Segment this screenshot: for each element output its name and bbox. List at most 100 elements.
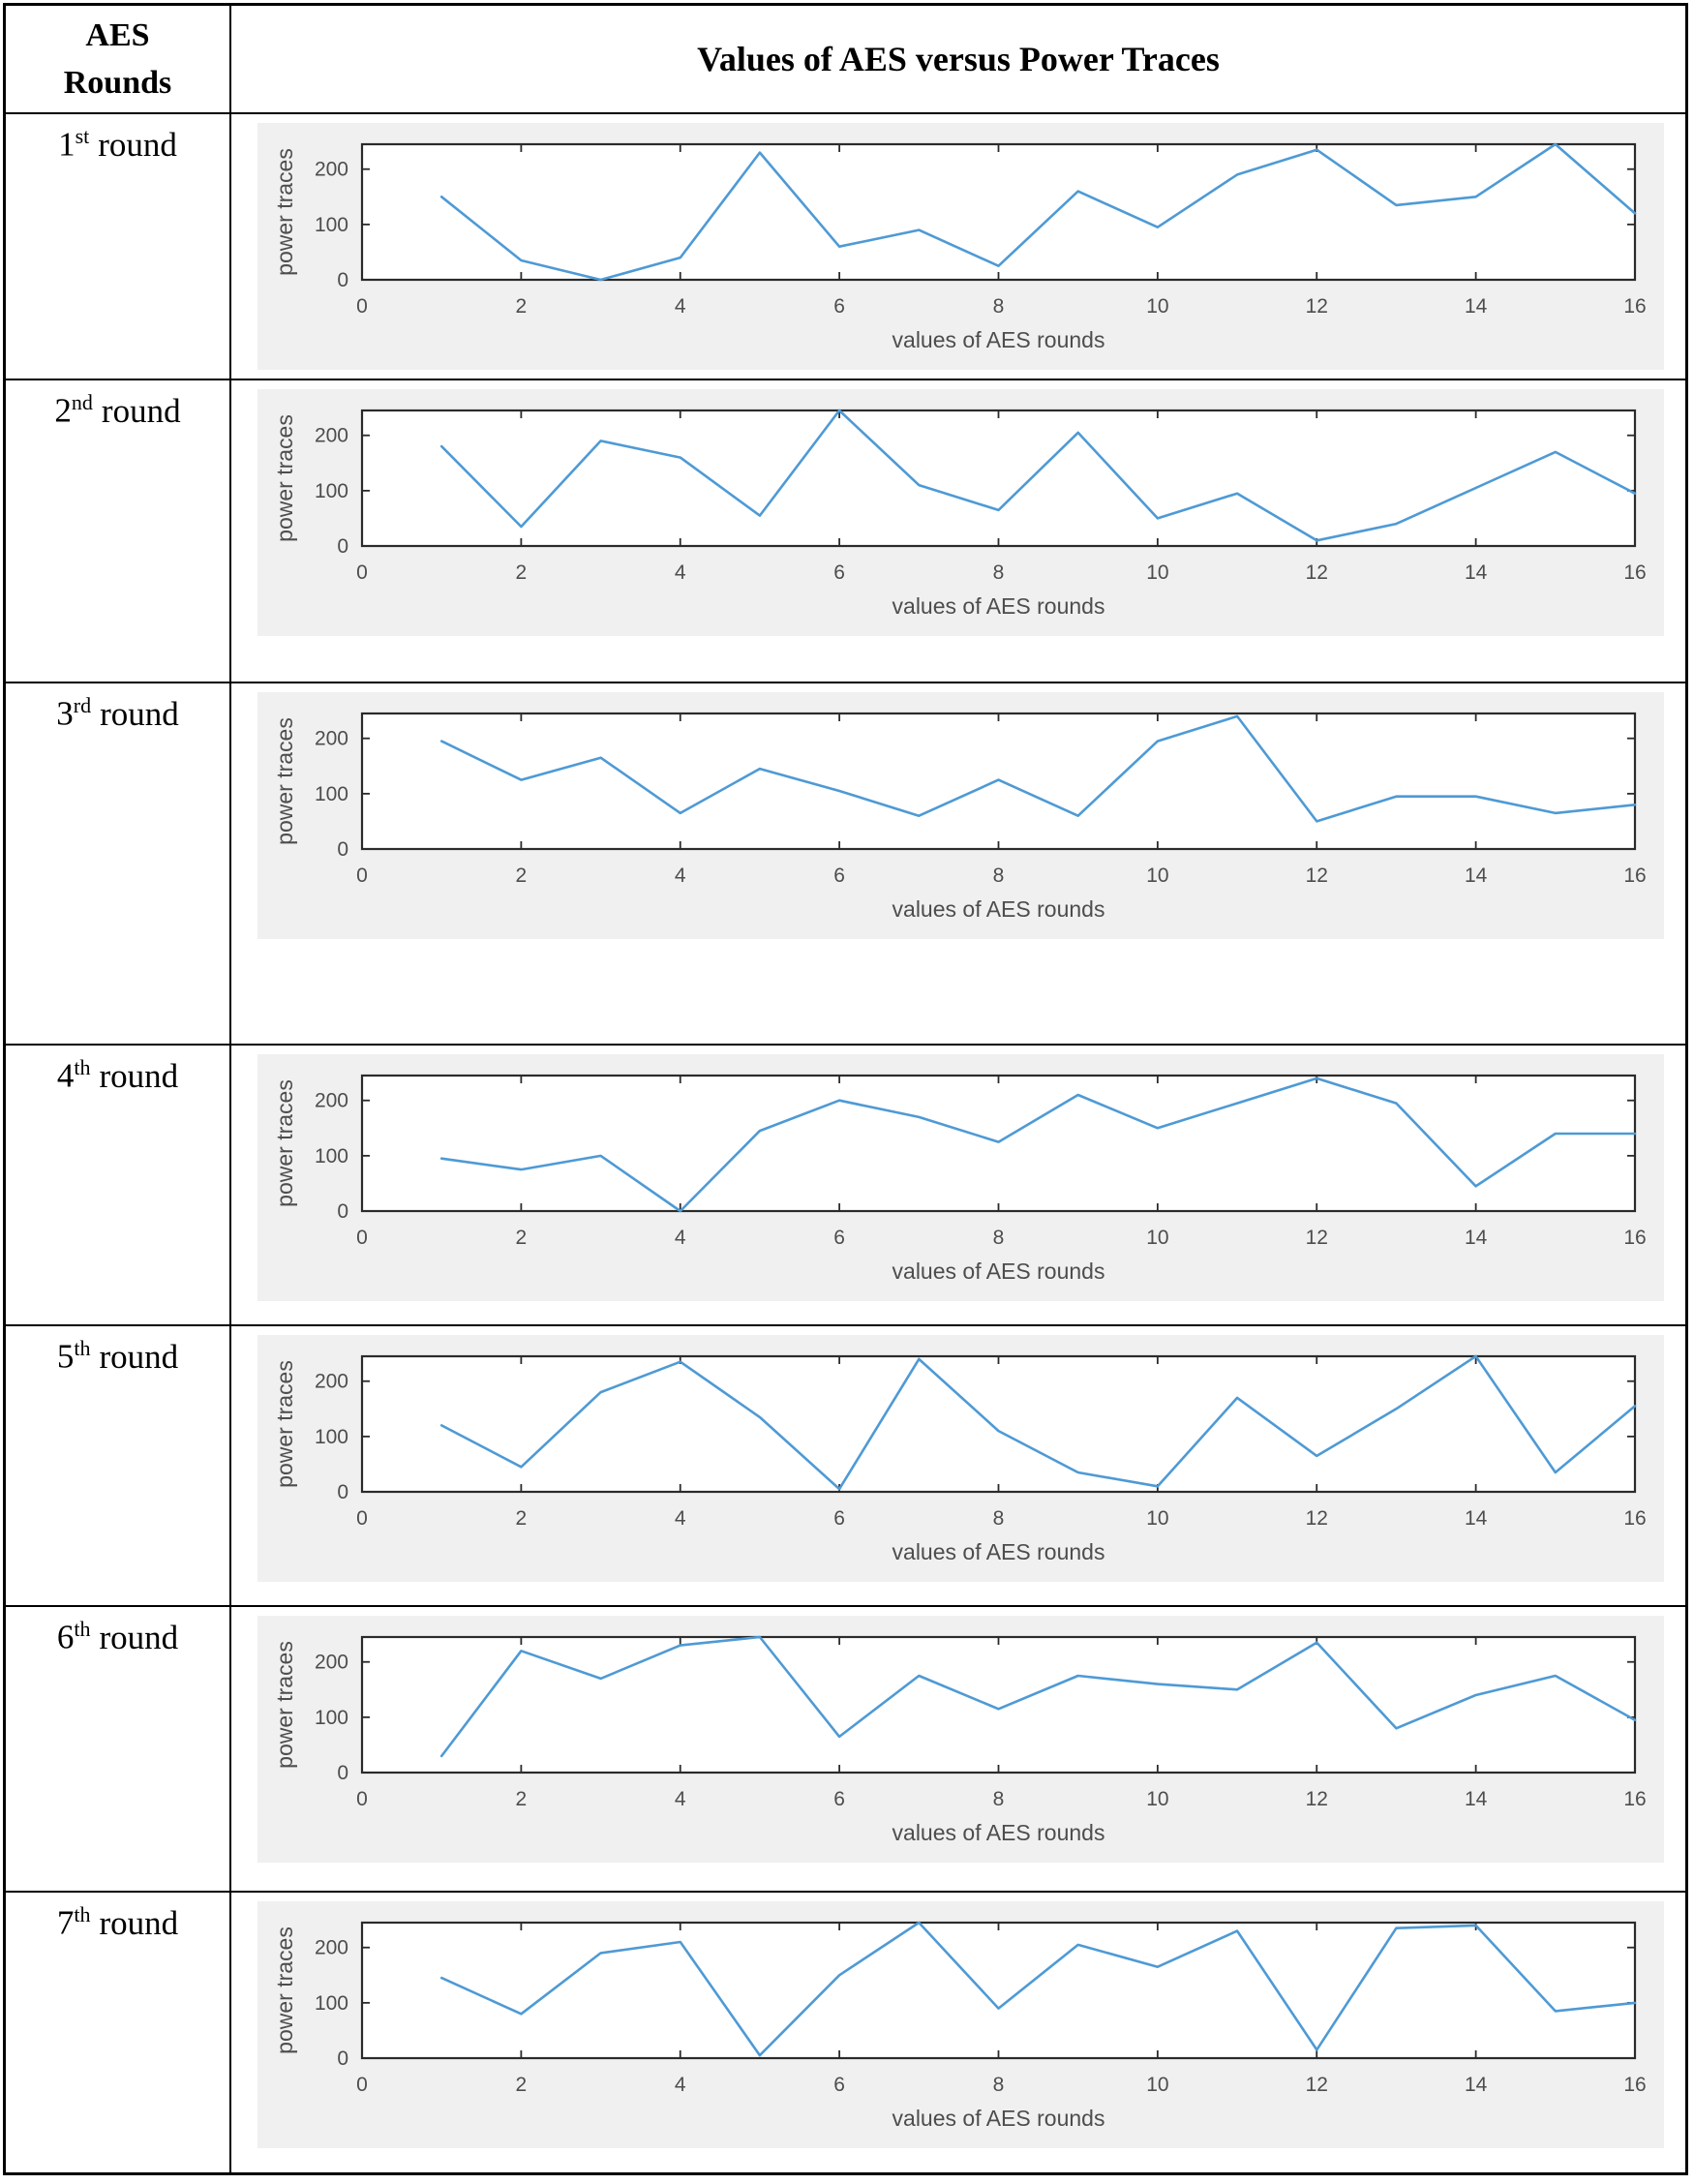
line-chart: 0 2 4 6 8 10 12 14 16 0 100 200 values of AES rounds… [257, 692, 1664, 939]
y-axis-label: power traces [272, 1079, 297, 1207]
svg-text:14: 14 [1465, 864, 1488, 887]
svg-text:200: 200 [315, 1090, 348, 1112]
power-trace-line [439, 714, 1637, 823]
svg-text:16: 16 [1623, 561, 1646, 584]
power-traces-chart-round-7: 0 2 4 6 8 10 12 14 16 0 100 200 values of AES rounds… [257, 1901, 1664, 2148]
svg-text:100: 100 [315, 1707, 348, 1729]
svg-text:2: 2 [516, 864, 528, 887]
svg-text:16: 16 [1623, 1227, 1646, 1249]
svg-text:4: 4 [675, 561, 686, 584]
plot-box [360, 1635, 1637, 1774]
svg-text:200: 200 [315, 728, 348, 750]
svg-text:0: 0 [356, 2074, 368, 2096]
svg-text:12: 12 [1306, 2074, 1328, 2096]
y-axis-label: power traces [272, 148, 297, 276]
power-trace-line [439, 1635, 1637, 1758]
svg-text:8: 8 [993, 1227, 1005, 1249]
svg-text:100: 100 [315, 783, 348, 805]
svg-text:2: 2 [516, 2074, 528, 2096]
line-chart: 0 2 4 6 8 10 12 14 16 0 100 200 values of AES rounds… [257, 1054, 1664, 1301]
table-row: 5th round 0 2 4 6 8 10 12 14 16 0 100 200 values of A… [6, 1324, 1685, 1605]
line-chart: 0 2 4 6 8 10 12 14 16 0 100 200 values of AES rounds… [257, 1901, 1664, 2148]
svg-text:12: 12 [1306, 1788, 1328, 1810]
row-label-round-1: 1st round [58, 124, 177, 164]
svg-text:16: 16 [1623, 2074, 1646, 2096]
power-trace-line [439, 1921, 1637, 2057]
svg-text:10: 10 [1146, 1788, 1168, 1810]
svg-text:16: 16 [1623, 295, 1646, 318]
svg-text:8: 8 [993, 1788, 1005, 1810]
svg-text:2: 2 [516, 1788, 528, 1810]
row-label-round-7: 7th round [56, 1902, 179, 1942]
svg-text:4: 4 [675, 1507, 686, 1530]
table-header-row: AES Rounds Values of AES versus Power Tr… [6, 6, 1685, 112]
x-axis-label: values of AES rounds [892, 1259, 1105, 1284]
svg-text:10: 10 [1146, 1507, 1168, 1530]
svg-text:0: 0 [356, 561, 368, 584]
svg-text:0: 0 [337, 2048, 348, 2070]
tick-marks [361, 1076, 1636, 1211]
tick-labels: 0 2 4 6 8 10 12 14 16 0 100 200 [315, 1937, 1647, 2096]
x-axis-label: values of AES rounds [892, 327, 1105, 352]
svg-text:2: 2 [516, 561, 528, 584]
svg-text:100: 100 [315, 1426, 348, 1448]
svg-text:8: 8 [993, 864, 1005, 887]
y-axis-label: power traces [272, 717, 297, 845]
svg-text:10: 10 [1146, 2074, 1168, 2096]
svg-text:0: 0 [337, 269, 348, 291]
svg-text:0: 0 [356, 1788, 368, 1810]
svg-text:8: 8 [993, 295, 1005, 318]
header-cell-aes-rounds: AES Rounds [6, 6, 231, 112]
svg-text:0: 0 [337, 1481, 348, 1503]
svg-text:6: 6 [833, 1507, 845, 1530]
tick-labels: 0 2 4 6 8 10 12 14 16 0 100 200 [315, 425, 1647, 584]
tick-marks [361, 713, 1636, 849]
svg-text:100: 100 [315, 480, 348, 502]
svg-text:12: 12 [1306, 1507, 1328, 1530]
svg-text:4: 4 [675, 1788, 686, 1810]
svg-text:4: 4 [675, 2074, 686, 2096]
svg-text:10: 10 [1146, 561, 1168, 584]
x-axis-label: values of AES rounds [892, 593, 1105, 619]
power-traces-chart-round-2: 0 2 4 6 8 10 12 14 16 0 100 200 values of AES rounds… [257, 389, 1664, 636]
tick-marks [361, 1923, 1636, 2058]
svg-text:14: 14 [1465, 1788, 1488, 1810]
svg-text:14: 14 [1465, 1507, 1488, 1530]
row-label-round-5: 5th round [56, 1336, 179, 1376]
svg-text:10: 10 [1146, 1227, 1168, 1249]
svg-text:12: 12 [1306, 1227, 1328, 1249]
header-cell-title: Values of AES versus Power Traces [231, 6, 1685, 112]
power-traces-chart-round-6: 0 2 4 6 8 10 12 14 16 0 100 200 values of AES rounds… [257, 1616, 1664, 1863]
tick-labels: 0 2 4 6 8 10 12 14 16 0 100 200 [315, 159, 1647, 318]
power-trace-line [439, 1354, 1637, 1491]
svg-text:12: 12 [1306, 864, 1328, 887]
svg-text:6: 6 [833, 295, 845, 318]
svg-text:0: 0 [356, 864, 368, 887]
svg-text:0: 0 [337, 535, 348, 558]
power-traces-chart-round-4: 0 2 4 6 8 10 12 14 16 0 100 200 values of AES rounds… [257, 1054, 1664, 1301]
svg-text:100: 100 [315, 214, 348, 236]
x-axis-label: values of AES rounds [892, 1539, 1105, 1564]
power-trace-line [439, 409, 1637, 542]
svg-text:6: 6 [833, 864, 845, 887]
svg-text:4: 4 [675, 864, 686, 887]
svg-text:6: 6 [833, 1227, 845, 1249]
x-axis-label: values of AES rounds [892, 896, 1105, 922]
y-axis-label: power traces [272, 414, 297, 542]
svg-text:100: 100 [315, 1992, 348, 2015]
tick-labels: 0 2 4 6 8 10 12 14 16 0 100 200 [315, 728, 1647, 887]
svg-text:14: 14 [1465, 2074, 1488, 2096]
tick-labels: 0 2 4 6 8 10 12 14 16 0 100 200 [315, 1090, 1647, 1249]
svg-text:4: 4 [675, 1227, 686, 1249]
line-chart: 0 2 4 6 8 10 12 14 16 0 100 200 values of AES rounds… [257, 1335, 1664, 1582]
svg-text:2: 2 [516, 295, 528, 318]
svg-text:200: 200 [315, 1652, 348, 1674]
svg-text:0: 0 [337, 1200, 348, 1223]
svg-text:14: 14 [1465, 561, 1488, 584]
row-label-round-4: 4th round [56, 1055, 179, 1095]
svg-text:16: 16 [1623, 1507, 1646, 1530]
svg-text:100: 100 [315, 1145, 348, 1168]
tick-labels: 0 2 4 6 8 10 12 14 16 0 100 200 [315, 1652, 1647, 1810]
power-traces-chart-round-3: 0 2 4 6 8 10 12 14 16 0 100 200 values of AES rounds… [257, 692, 1664, 939]
svg-text:10: 10 [1146, 864, 1168, 887]
